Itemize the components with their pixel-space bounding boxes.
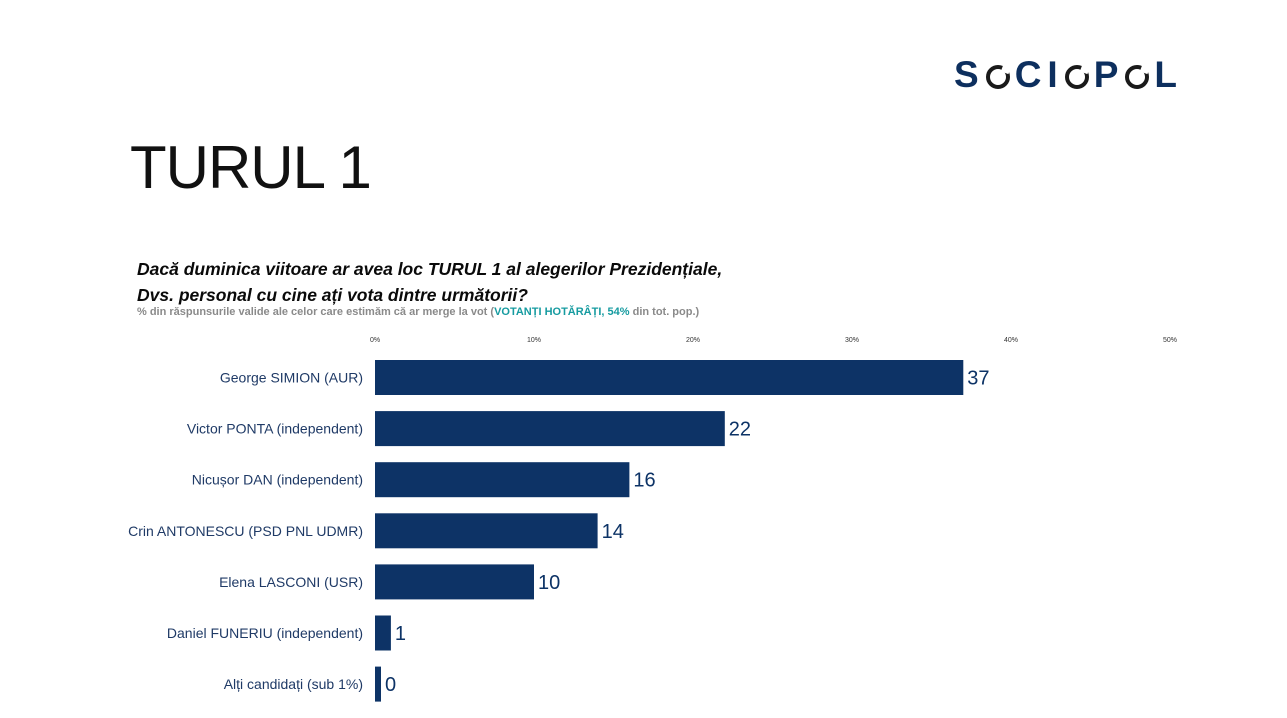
x-tick-label: 30%	[845, 337, 859, 344]
x-tick-label: 10%	[527, 337, 541, 344]
logo-letter-s: S	[954, 54, 985, 95]
logo-ring-icon	[1125, 65, 1150, 89]
category-label: Crin ANTONESCU (PSD PNL UDMR)	[128, 523, 363, 539]
x-tick-label: 40%	[1004, 337, 1018, 344]
category-label: George SIMION (AUR)	[220, 370, 363, 386]
x-tick-label: 20%	[686, 337, 700, 344]
value-label: 37	[967, 368, 989, 390]
logo-ring-icon	[985, 65, 1010, 89]
chart-subtitle: % din răspunsurile valide ale celor care…	[137, 306, 699, 318]
question-line-1: Dacă duminica viitoare ar avea loc TURUL…	[137, 259, 723, 279]
logo-letter-c: C	[1014, 54, 1048, 95]
subtitle-prefix: % din răspunsurile valide ale celor care…	[137, 306, 495, 318]
bar	[375, 411, 725, 447]
logo-letter-p: P	[1093, 54, 1125, 95]
value-label: 0	[385, 674, 396, 696]
bar	[375, 462, 630, 498]
x-tick-label: 0%	[370, 337, 380, 344]
x-tick-label: 50%	[1163, 337, 1177, 344]
value-label: 16	[633, 470, 655, 492]
value-label: 14	[602, 521, 624, 543]
value-label: 22	[729, 419, 751, 441]
bar	[375, 513, 598, 549]
survey-question: Dacă duminica viitoare ar avea loc TURUL…	[137, 256, 837, 308]
logo-letter-i: I	[1047, 54, 1064, 95]
subtitle-suffix: din tot. pop.)	[629, 306, 700, 318]
question-line-2: Dvs. personal cu cine ați vota dintre ur…	[137, 285, 528, 305]
category-label: Daniel FUNERIU (independent)	[167, 625, 363, 641]
bar	[375, 666, 381, 702]
value-label: 10	[538, 572, 560, 594]
category-label: Elena LASCONI (USR)	[219, 574, 363, 590]
subtitle-highlight: VOTANȚI HOTĂRÂȚI, 54%	[494, 306, 630, 318]
bar	[375, 360, 964, 395]
logo-letter-l: L	[1154, 54, 1183, 95]
slide-title: TURUL 1	[130, 134, 372, 201]
category-label: Alți candidați (sub 1%)	[224, 676, 363, 692]
value-label: 1	[395, 623, 406, 645]
bar	[375, 564, 534, 600]
category-label: Victor PONTA (independent)	[187, 421, 363, 437]
bar	[375, 615, 391, 651]
logo-ring-icon	[1064, 65, 1089, 89]
category-label: Nicușor DAN (independent)	[192, 472, 363, 488]
